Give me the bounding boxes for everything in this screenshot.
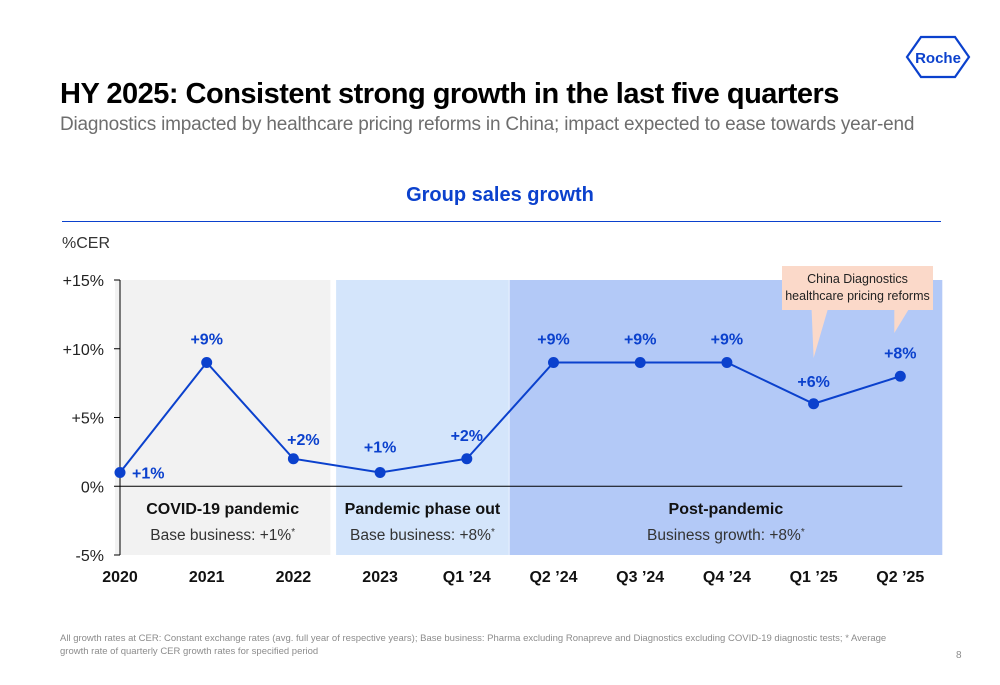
x-tick-label: Q1 ’24 [443, 569, 491, 586]
y-axis-label: %CER [62, 235, 110, 252]
period-name: COVID-19 pandemic [146, 501, 299, 518]
x-tick-label: Q2 ’24 [529, 569, 577, 586]
data-point [201, 357, 213, 368]
data-label: +9% [624, 332, 656, 349]
period-band-2 [336, 280, 509, 555]
period-name: Pandemic phase out [345, 501, 501, 518]
y-tick-label: +15% [63, 273, 104, 290]
chart-title-rule [62, 221, 941, 222]
chart-title: Group sales growth [406, 184, 594, 206]
x-tick-label: 2021 [189, 569, 225, 586]
footnote: All growth rates at CER: Constant exchan… [60, 633, 887, 657]
y-tick-label: +5% [72, 411, 104, 428]
x-tick-label: 2022 [276, 569, 312, 586]
roche-logo: Roche [905, 35, 971, 79]
page-subtitle: Diagnostics impacted by healthcare prici… [60, 114, 915, 135]
data-point [721, 357, 733, 368]
page-number: 8 [956, 650, 962, 661]
data-point [808, 398, 820, 410]
data-label: +6% [797, 374, 829, 391]
data-label: +2% [451, 428, 483, 445]
page-title: HY 2025: Consistent strong growth in the… [60, 78, 839, 110]
x-tick-label: Q1 ’25 [790, 569, 838, 586]
y-tick-label: 0% [81, 479, 104, 496]
period-detail: Base business: +8%* [350, 527, 495, 545]
callout-bubble [782, 266, 933, 358]
x-tick-label: Q3 ’24 [616, 569, 664, 586]
roche-logo-text: Roche [915, 50, 961, 67]
data-label: +9% [190, 332, 222, 349]
x-tick-label: Q2 ’25 [876, 569, 924, 586]
data-point [461, 453, 473, 465]
data-label: +2% [287, 432, 319, 449]
data-point [287, 453, 299, 465]
callout-text: China Diagnostics [807, 272, 908, 286]
data-label: +1% [364, 440, 396, 457]
period-name: Post-pandemic [669, 501, 784, 518]
data-point [634, 357, 646, 368]
callout-text: healthcare pricing reforms [785, 289, 930, 303]
period-detail: Business growth: +8%* [647, 527, 805, 545]
data-point [894, 370, 906, 382]
x-tick-label: 2020 [102, 569, 138, 586]
data-label: +9% [711, 332, 743, 349]
period-detail: Base business: +1%* [150, 527, 295, 545]
series-line [119, 360, 901, 474]
period-band-3 [509, 280, 943, 555]
x-tick-label: Q4 ’24 [703, 569, 751, 586]
y-tick-label: +10% [63, 342, 104, 359]
data-label: +9% [537, 332, 569, 349]
data-label: +1% [132, 466, 164, 483]
data-point [374, 467, 386, 478]
data-point [114, 467, 126, 478]
data-point [548, 357, 559, 368]
period-band-1 [115, 280, 331, 555]
x-tick-label: 2023 [362, 569, 398, 586]
data-label: +8% [884, 345, 916, 362]
y-tick-label: -5% [76, 548, 104, 565]
